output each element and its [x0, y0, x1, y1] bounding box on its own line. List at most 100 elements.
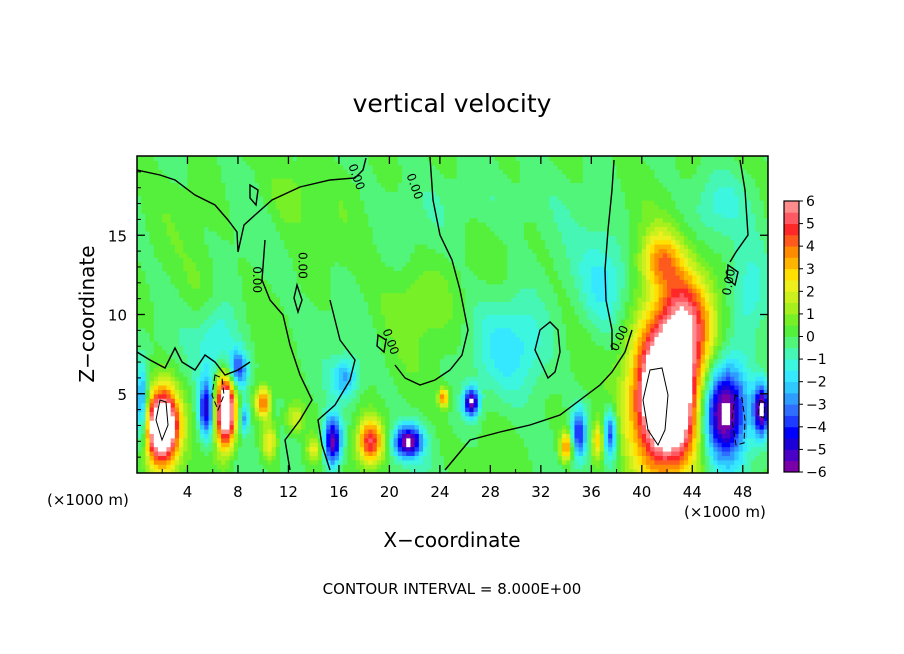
heatmap-cell [254, 323, 260, 329]
heatmap-cell [406, 213, 412, 219]
heatmap-cell [410, 261, 416, 267]
heatmap-cell [317, 239, 323, 245]
heatmap-cell [254, 402, 260, 408]
heatmap-cell [301, 248, 306, 254]
heatmap-cell [326, 283, 332, 289]
heatmap-cell [187, 406, 193, 412]
heatmap-cell [301, 367, 306, 373]
heatmap-cell [166, 261, 172, 267]
heatmap-cell [263, 327, 269, 333]
heatmap-cell [179, 164, 184, 170]
heatmap-cell [204, 200, 210, 206]
heatmap-cell [179, 270, 184, 276]
heatmap-cell [263, 186, 269, 192]
heatmap-cell [195, 424, 201, 430]
heatmap-cell [423, 323, 428, 329]
heatmap-cell [225, 336, 231, 342]
heatmap-cell [153, 362, 159, 368]
heatmap-cell [364, 332, 369, 338]
heatmap-cell [149, 428, 155, 434]
heatmap-cell [410, 314, 416, 320]
heatmap-cell [406, 292, 412, 298]
heatmap-cell [385, 450, 390, 456]
heatmap-cell [292, 349, 298, 355]
heatmap-cell [380, 323, 386, 329]
heatmap-cell [402, 459, 407, 465]
heatmap-cell [317, 200, 323, 206]
heatmap-cell [359, 186, 365, 192]
heatmap-cell [414, 204, 420, 210]
heatmap-cell [351, 442, 357, 448]
heatmap-cell [423, 288, 428, 294]
heatmap-cell [418, 208, 424, 214]
heatmap-cell [372, 349, 378, 355]
heatmap-cell [191, 292, 197, 298]
heatmap-cell [174, 169, 180, 175]
heatmap-cell [225, 279, 231, 285]
heatmap-cell [225, 314, 231, 320]
heatmap-cell [380, 252, 386, 258]
heatmap-cell [149, 398, 155, 404]
heatmap-cell [170, 371, 176, 377]
heatmap-cell [338, 266, 344, 272]
heatmap-cell [237, 433, 243, 439]
heatmap-cell [216, 169, 222, 175]
heatmap-cell [250, 261, 256, 267]
heatmap-cell [322, 305, 327, 311]
heatmap-cell [271, 235, 277, 241]
heatmap-cell [233, 305, 239, 311]
heatmap-cell [364, 424, 369, 430]
heatmap-cell [343, 195, 348, 201]
heatmap-cell [280, 204, 285, 210]
heatmap-cell [263, 292, 269, 298]
heatmap-cell [141, 332, 147, 338]
heatmap-cell [347, 323, 353, 329]
heatmap-cell [204, 257, 210, 263]
heatmap-cell [338, 367, 344, 373]
heatmap-cell [267, 406, 273, 412]
heatmap-cell [162, 178, 168, 184]
heatmap-cell [208, 455, 214, 461]
heatmap-cell [170, 411, 176, 417]
heatmap-cell [208, 164, 214, 170]
heatmap-cell [271, 191, 277, 197]
heatmap-cell [292, 261, 298, 267]
heatmap-cell [389, 226, 395, 232]
heatmap-cell [174, 301, 180, 307]
heatmap-cell [364, 213, 369, 219]
heatmap-cell [162, 362, 168, 368]
heatmap-cell [153, 468, 159, 473]
heatmap-cell [149, 354, 155, 360]
heatmap-cell [237, 380, 243, 386]
heatmap-cell [372, 455, 378, 461]
heatmap-cell [195, 292, 201, 298]
heatmap-cell [355, 433, 361, 439]
heatmap-cell [359, 433, 365, 439]
heatmap-cell [351, 261, 357, 267]
heatmap-cell [174, 380, 180, 386]
heatmap-cell [158, 160, 163, 166]
heatmap-cell [309, 292, 315, 298]
heatmap-cell [418, 393, 424, 399]
heatmap-cell [229, 389, 235, 395]
heatmap-cell [309, 310, 315, 316]
heatmap-cell [284, 411, 290, 417]
heatmap-cell [292, 222, 298, 228]
heatmap-cell [246, 367, 252, 373]
heatmap-cell [221, 191, 226, 197]
heatmap-cell [288, 442, 294, 448]
heatmap-cell [284, 398, 290, 404]
heatmap-cell [380, 195, 386, 201]
heatmap-cell [174, 424, 180, 430]
heatmap-cell [410, 178, 416, 184]
heatmap-cell [158, 178, 163, 184]
heatmap-cell [212, 362, 218, 368]
heatmap-cell [166, 235, 172, 241]
heatmap-cell [137, 305, 142, 311]
heatmap-cell [216, 200, 222, 206]
heatmap-cell [355, 208, 361, 214]
heatmap-cell [351, 464, 357, 470]
heatmap-cell [166, 182, 172, 188]
heatmap-cell [351, 222, 357, 228]
heatmap-cell [368, 274, 374, 280]
